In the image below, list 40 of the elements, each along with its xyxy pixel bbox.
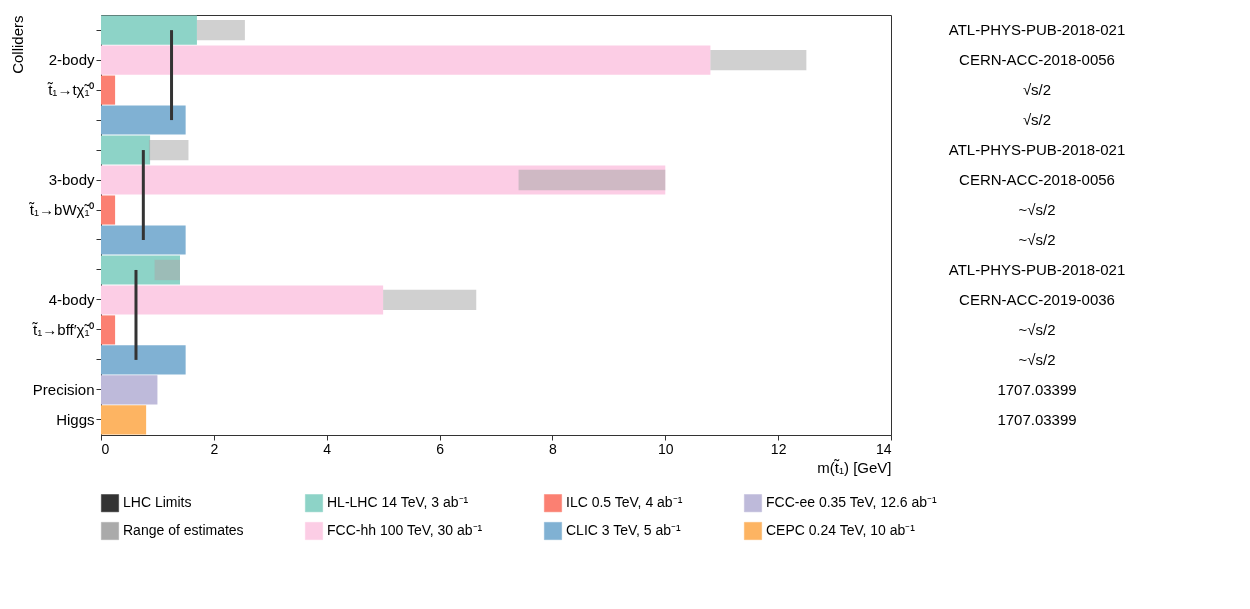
y-tick-label: Precision (32, 380, 95, 398)
x-tick-label: 2 (210, 440, 219, 457)
text: ~√s/2 (1018, 201, 1056, 218)
legend-label: FCC-hh 100 TeV, 30 ab⁻¹ (327, 522, 483, 538)
legend-label: CLIC 3 TeV, 5 ab⁻¹ (566, 522, 682, 538)
text: CERN-ACC-2018-0056 (959, 171, 1115, 188)
x-tick-label: 10 (658, 440, 674, 457)
y-tick-label: 3-body (48, 171, 95, 189)
y-axis-title: Colliders (8, 15, 26, 74)
x-tick-label: 14 (875, 440, 892, 457)
text: CERN-ACC-2019-0036 (959, 291, 1115, 308)
legend-label: Range of estimates (123, 522, 244, 538)
legend-label: CEPC 0.24 TeV, 10 ab⁻¹ (766, 522, 916, 538)
x-axis-title: m(t̃₁) [GeV] (817, 458, 892, 476)
legend-label: FCC-ee 0.35 TeV, 12.6 ab⁻¹ (766, 494, 938, 511)
text: CERN-ACC-2018-0056 (959, 51, 1115, 68)
text: ATL-PHYS-PUB-2018-021 (948, 141, 1126, 158)
text: √s/2 (1022, 111, 1052, 128)
x-tick-label: 8 (549, 440, 558, 457)
y-tick-label: Higgs (56, 410, 95, 428)
legend-label: HL-LHC 14 TeV, 3 ab⁻¹ (327, 494, 469, 511)
text: ~√s/2 (1018, 351, 1056, 368)
text: ~√s/2 (1018, 321, 1056, 338)
text: ATL-PHYS-PUB-2018-021 (948, 261, 1126, 278)
y-tick-label: t̃₁→tχ̃₁⁰ (46, 81, 95, 99)
y-tick-label: 2-body (48, 51, 95, 69)
x-tick-label: 0 (101, 440, 110, 457)
text: ATL-PHYS-PUB-2018-021 (948, 21, 1126, 38)
text: ~√s/2 (1018, 231, 1056, 248)
text: 1707.03399 (997, 411, 1077, 428)
x-tick-label: 12 (770, 440, 787, 457)
x-tick-label: 6 (436, 440, 445, 457)
text: 1707.03399 (997, 381, 1077, 398)
text: √s/2 (1022, 81, 1052, 98)
legend-label: ILC 0.5 TeV, 4 ab⁻¹ (566, 494, 683, 511)
x-tick-label: 4 (323, 440, 332, 457)
y-tick-label: t̃₁→bWχ̃₁⁰ (28, 201, 95, 219)
y-tick-label: 4-body (48, 290, 95, 308)
legend-label: LHC Limits (123, 494, 192, 511)
y-tick-label: t̃₁→bff′χ̃₁⁰ (31, 320, 95, 338)
